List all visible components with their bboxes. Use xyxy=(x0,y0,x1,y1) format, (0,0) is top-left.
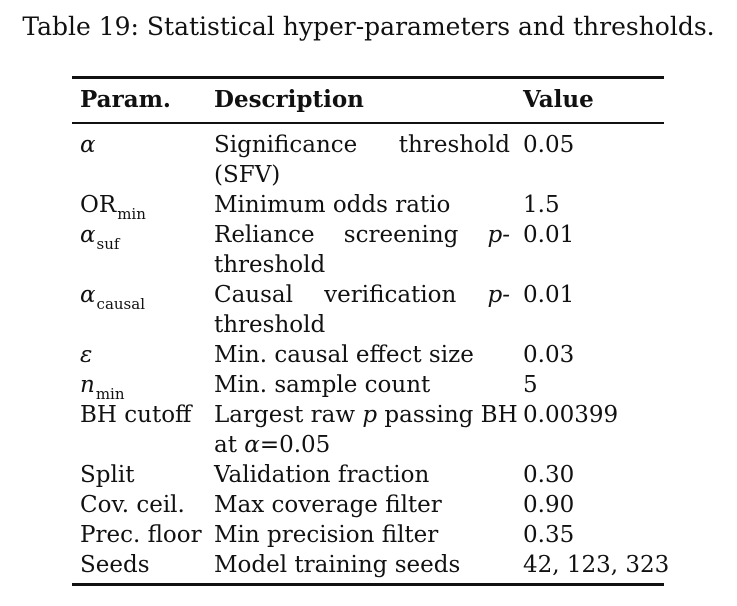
description-text: at xyxy=(214,432,245,458)
param-cell: ε xyxy=(80,342,93,368)
description-cell: Causal verification p- threshold xyxy=(214,280,510,340)
description-text: α xyxy=(244,432,260,458)
description-word: Significance xyxy=(214,132,358,158)
value-cell: 0.00399 xyxy=(523,402,619,428)
description-line: (SFV) xyxy=(214,162,281,188)
param-base: n xyxy=(80,372,95,398)
description-cell: Minimum odds ratio xyxy=(214,192,451,218)
description-text: p xyxy=(362,402,378,428)
param-subscript: min xyxy=(117,205,146,223)
param-cell: Prec. floor xyxy=(80,522,202,548)
param-base: α xyxy=(80,222,96,248)
description-word: Causal xyxy=(214,282,293,308)
description-word: p- xyxy=(487,222,511,248)
description-word: p- xyxy=(487,282,511,308)
param-cell: Cov. ceil. xyxy=(80,492,185,518)
value-cell: 0.30 xyxy=(523,462,575,488)
param-cell: αsuf xyxy=(80,220,120,253)
description-cell: Validation fraction xyxy=(214,462,430,488)
description-text: =0.05 xyxy=(259,432,331,458)
header-rule xyxy=(72,122,664,124)
param-subscript: causal xyxy=(96,295,145,313)
value-cell: 0.05 xyxy=(523,132,575,158)
value-cell: 42, 123, 323 xyxy=(523,552,670,578)
description-cell: Min precision filter xyxy=(214,522,439,548)
param-cell: BH cutoff xyxy=(80,402,192,428)
description-cell: Largest raw p passing BH at α=0.05 xyxy=(214,400,518,460)
description-cell: Max coverage filter xyxy=(214,492,442,518)
description-cell: Significance threshold (SFV) xyxy=(214,130,510,190)
description-line: threshold xyxy=(214,252,326,278)
header-description: Description xyxy=(214,86,364,113)
value-cell: 5 xyxy=(523,372,538,398)
param-base: α xyxy=(80,282,96,308)
value-cell: 0.35 xyxy=(523,522,575,548)
header-param: Param. xyxy=(80,86,171,113)
value-cell: 0.03 xyxy=(523,342,575,368)
bottom-rule xyxy=(72,583,664,586)
param-cell: nmin xyxy=(80,370,125,403)
table-caption: Table 19: Statistical hyper-parameters a… xyxy=(22,12,715,41)
param-base: OR xyxy=(80,192,117,218)
description-word: verification xyxy=(324,282,457,308)
description-word: Reliance xyxy=(214,222,315,248)
value-cell: 0.90 xyxy=(523,492,575,518)
param-cell: ORmin xyxy=(80,190,146,223)
value-cell: 1.5 xyxy=(523,192,560,218)
value-cell: 0.01 xyxy=(523,222,575,248)
param-cell: αcausal xyxy=(80,280,145,313)
description-word: screening xyxy=(343,222,459,248)
param-subscript: min xyxy=(95,385,125,403)
description-text: Largest raw xyxy=(214,402,363,428)
param-cell: Seeds xyxy=(80,552,150,578)
description-line: threshold xyxy=(214,312,326,338)
description-word: threshold xyxy=(398,132,510,158)
value-cell: 0.01 xyxy=(523,282,575,308)
description-cell: Min. sample count xyxy=(214,372,431,398)
param-cell: Split xyxy=(80,462,135,488)
description-cell: Min. causal effect size xyxy=(214,342,474,368)
description-text: passing BH xyxy=(377,402,518,428)
description-cell: Reliance screening p- threshold xyxy=(214,220,510,280)
header-value: Value xyxy=(523,86,594,113)
description-cell: Model training seeds xyxy=(214,552,461,578)
param-subscript: suf xyxy=(96,235,120,253)
top-rule xyxy=(72,76,664,79)
param-cell: α xyxy=(80,132,96,158)
